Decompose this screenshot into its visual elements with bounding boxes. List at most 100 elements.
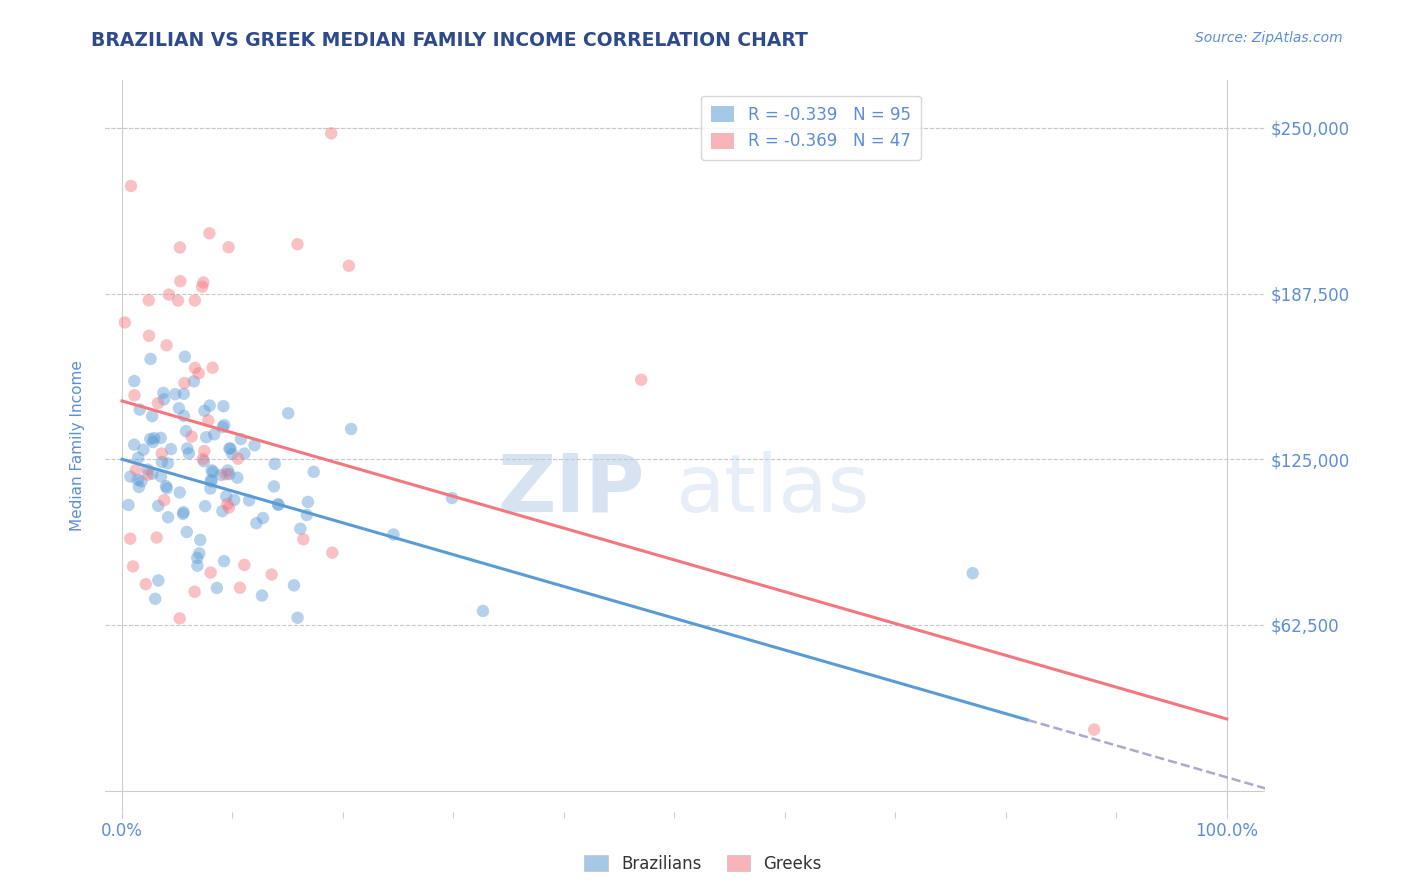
Legend: R = -0.339   N = 95, R = -0.369   N = 47: R = -0.339 N = 95, R = -0.369 N = 47 bbox=[702, 96, 921, 161]
Text: Source: ZipAtlas.com: Source: ZipAtlas.com bbox=[1195, 31, 1343, 45]
Point bbox=[139, 432, 162, 446]
Point bbox=[340, 422, 363, 436]
Point bbox=[157, 287, 180, 301]
Point bbox=[183, 584, 205, 599]
Point bbox=[215, 489, 238, 503]
Point bbox=[277, 406, 299, 420]
Point bbox=[183, 375, 205, 389]
Point bbox=[186, 550, 208, 565]
Point bbox=[127, 450, 149, 465]
Point bbox=[188, 546, 211, 560]
Point bbox=[321, 126, 343, 140]
Point bbox=[267, 497, 290, 511]
Point bbox=[233, 558, 256, 572]
Point bbox=[153, 493, 176, 508]
Point bbox=[138, 293, 160, 308]
Point bbox=[173, 505, 195, 519]
Point bbox=[193, 454, 215, 468]
Point bbox=[131, 474, 153, 488]
Point bbox=[136, 467, 159, 482]
Point bbox=[962, 566, 984, 581]
Point bbox=[195, 430, 218, 444]
Point bbox=[146, 396, 169, 410]
Point bbox=[148, 574, 170, 588]
Point bbox=[321, 546, 343, 560]
Point bbox=[211, 504, 233, 518]
Point bbox=[290, 522, 312, 536]
Text: atlas: atlas bbox=[675, 450, 869, 529]
Point bbox=[180, 429, 202, 443]
Point bbox=[132, 442, 155, 457]
Point bbox=[153, 392, 176, 407]
Point bbox=[169, 611, 191, 625]
Point bbox=[156, 481, 179, 495]
Point bbox=[292, 533, 315, 547]
Point bbox=[302, 465, 325, 479]
Point bbox=[143, 431, 166, 445]
Point bbox=[167, 293, 190, 308]
Point bbox=[267, 498, 290, 512]
Point bbox=[250, 589, 273, 603]
Text: BRAZILIAN VS GREEK MEDIAN FAMILY INCOME CORRELATION CHART: BRAZILIAN VS GREEK MEDIAN FAMILY INCOME … bbox=[91, 31, 808, 50]
Point bbox=[202, 427, 225, 442]
Point bbox=[176, 442, 198, 456]
Point bbox=[184, 293, 207, 308]
Point bbox=[200, 473, 222, 487]
Point bbox=[128, 480, 150, 494]
Point bbox=[122, 438, 145, 452]
Point bbox=[226, 451, 249, 466]
Point bbox=[202, 465, 225, 479]
Point bbox=[150, 455, 173, 469]
Point bbox=[148, 499, 170, 513]
Point bbox=[145, 531, 167, 545]
Point bbox=[152, 385, 174, 400]
Point bbox=[143, 591, 166, 606]
Point bbox=[229, 432, 252, 446]
Point bbox=[245, 516, 267, 531]
Point bbox=[155, 479, 177, 493]
Point bbox=[211, 420, 233, 434]
Point bbox=[120, 178, 142, 193]
Point bbox=[212, 554, 235, 568]
Point bbox=[287, 611, 309, 625]
Point bbox=[157, 510, 180, 524]
Point bbox=[221, 447, 243, 461]
Point bbox=[155, 338, 177, 352]
Point bbox=[226, 471, 249, 485]
Point bbox=[218, 500, 240, 515]
Point bbox=[238, 493, 260, 508]
Point bbox=[173, 376, 195, 390]
Point bbox=[150, 446, 173, 460]
Point bbox=[197, 413, 219, 427]
Point bbox=[149, 431, 172, 445]
Point bbox=[139, 351, 162, 366]
Point bbox=[233, 447, 256, 461]
Point bbox=[440, 491, 463, 505]
Point bbox=[1083, 723, 1105, 737]
Point bbox=[117, 498, 139, 512]
Point bbox=[169, 240, 191, 254]
Point bbox=[200, 463, 222, 477]
Legend: Brazilians, Greeks: Brazilians, Greeks bbox=[578, 848, 828, 880]
Point bbox=[194, 499, 217, 513]
Point bbox=[169, 274, 191, 288]
Point bbox=[187, 367, 209, 381]
Point bbox=[198, 227, 221, 241]
Point bbox=[198, 399, 221, 413]
Point bbox=[382, 527, 405, 541]
Point bbox=[127, 473, 149, 487]
Point bbox=[193, 404, 215, 418]
Point bbox=[136, 462, 159, 476]
Point bbox=[138, 328, 160, 343]
Point bbox=[287, 237, 309, 252]
Point bbox=[630, 373, 652, 387]
Point bbox=[128, 402, 150, 417]
Point bbox=[174, 350, 197, 364]
Point bbox=[229, 581, 252, 595]
Point bbox=[263, 479, 285, 493]
Point bbox=[124, 374, 146, 388]
Point bbox=[160, 442, 183, 456]
Point bbox=[174, 424, 197, 438]
Point bbox=[472, 604, 495, 618]
Point bbox=[141, 467, 163, 481]
